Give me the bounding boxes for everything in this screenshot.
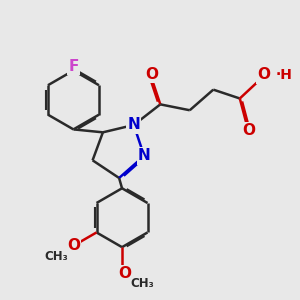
Text: N: N (138, 148, 151, 164)
Text: O: O (145, 67, 158, 82)
Text: O: O (118, 266, 131, 281)
Text: ·H: ·H (275, 68, 292, 82)
Text: N: N (128, 118, 140, 133)
Text: F: F (68, 58, 79, 74)
Text: O: O (257, 68, 270, 82)
Text: O: O (242, 123, 255, 138)
Text: O: O (67, 238, 80, 253)
Text: CH₃: CH₃ (131, 278, 154, 290)
Text: CH₃: CH₃ (44, 250, 68, 263)
